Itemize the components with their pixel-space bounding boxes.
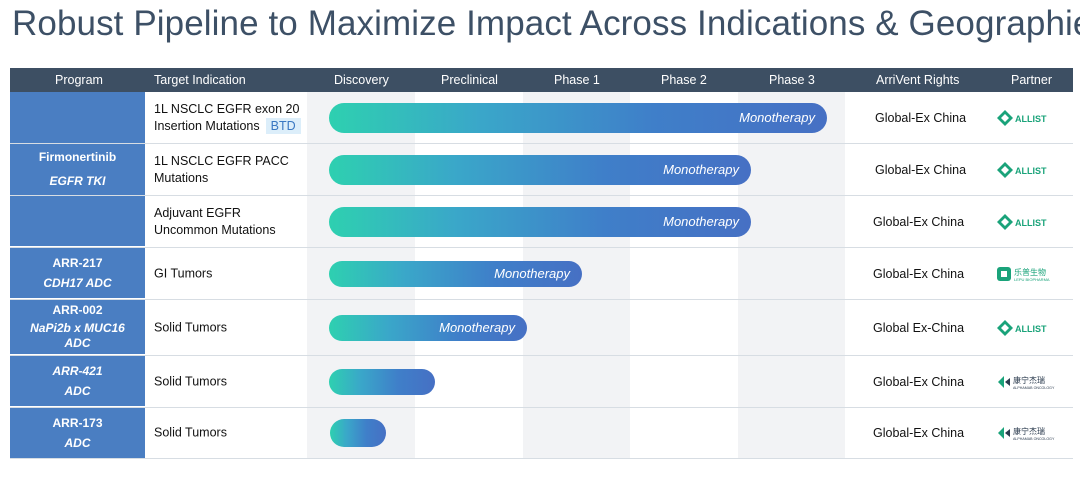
indication-line: Adjuvant EGFR	[154, 205, 241, 220]
header-partner: Partner	[1011, 73, 1052, 87]
partner-logo-lepu: 乐普生物 LEPU BIOPHARMA	[996, 265, 1058, 283]
program-type: EGFR TKI	[49, 174, 106, 188]
partner-text: ALLIST	[1015, 166, 1047, 176]
target-indication: Solid Tumors	[154, 425, 227, 440]
program-name: ARR-173	[52, 416, 103, 430]
table-row: 1L NSCLC EGFR PACC Mutations Monotherapy…	[10, 144, 1073, 196]
target-indication: Solid Tumors	[154, 320, 227, 334]
header-phase1: Phase 1	[554, 73, 600, 87]
bar-label: Monotherapy	[663, 161, 739, 177]
target-indication: Solid Tumors	[154, 374, 227, 388]
arrivent-rights: Global-Ex China	[873, 266, 965, 281]
indication-line: Mutations	[154, 170, 209, 185]
arrivent-rights: Global-Ex China	[873, 214, 965, 229]
header-rights: ArriVent Rights	[876, 73, 960, 87]
target-indication: Adjuvant EGFR Uncommon Mutations	[154, 205, 276, 239]
program-type: ADC	[64, 436, 91, 450]
partner-logo-allist: ALLIST	[996, 213, 1052, 231]
btd-badge: BTD	[265, 117, 301, 134]
bar-label: Monotherapy	[439, 319, 515, 335]
program-cell-arr002: ARR-002 NaPi2b x MUC16 ADC	[10, 300, 145, 354]
partner-logo-alphamab: 康宁杰瑞 ALPHAMAB ONCOLOGY	[996, 424, 1058, 442]
indication-text: Insertion Mutations	[154, 118, 260, 133]
progress-bar: Monotherapy	[329, 154, 751, 185]
program-name: ARR-217	[52, 256, 103, 270]
progress-bar	[330, 419, 386, 447]
partner-text: ALLIST	[1015, 324, 1047, 334]
partner-subtext: LEPU BIOPHARMA	[1014, 277, 1050, 282]
bar-label: Monotherapy	[663, 213, 739, 229]
header-target: Target Indication	[154, 73, 246, 87]
phase-column-phase2	[630, 92, 738, 458]
table-row: Solid Tumors Global-Ex China 康宁杰瑞 ALPHAMA…	[10, 408, 1073, 459]
table-row: Solid Tumors Global-Ex China 康宁杰瑞 ALPHAMA…	[10, 356, 1073, 408]
partner-text: 康宁杰瑞	[1013, 375, 1045, 385]
table-row: Adjuvant EGFR Uncommon Mutations Monothe…	[10, 196, 1073, 248]
program-type: ADC	[64, 384, 91, 398]
table-row: 1L NSCLC EGFR exon 20 Insertion Mutation…	[10, 92, 1073, 144]
partner-logo-allist: ALLIST	[996, 109, 1052, 127]
page-title: Robust Pipeline to Maximize Impact Acros…	[12, 4, 1080, 43]
program-cell-firmonertinib: Firmonertinib EGFR TKI	[10, 92, 145, 246]
header-program: Program	[55, 73, 103, 87]
program-type: CDH17 ADC	[43, 276, 112, 290]
partner-text: ALLIST	[1015, 218, 1047, 228]
partner-subtext: ALPHAMAB ONCOLOGY	[1013, 386, 1055, 390]
program-name: ARR-002	[52, 303, 103, 317]
arrivent-rights: Global-Ex China	[875, 110, 967, 125]
arrivent-rights: Global-Ex China	[875, 162, 967, 177]
partner-text: 乐普生物	[1014, 267, 1046, 277]
bar-label: Monotherapy	[494, 265, 570, 281]
progress-bar: Monotherapy	[329, 102, 827, 133]
progress-bar: Monotherapy	[329, 206, 751, 237]
table-row: Solid Tumors Monotherapy Global Ex-China…	[10, 300, 1073, 356]
phase-column-phase3	[738, 92, 845, 458]
indication-line: Insertion Mutations BTD	[154, 117, 301, 135]
partner-text: ALLIST	[1015, 114, 1047, 124]
header-phase3: Phase 3	[769, 73, 815, 87]
partner-text: 康宁杰瑞	[1013, 426, 1045, 436]
header-preclinical: Preclinical	[441, 73, 498, 87]
indication-line: Uncommon Mutations	[154, 222, 276, 237]
table-header: Program Target Indication Discovery Prec…	[10, 68, 1073, 92]
program-type: NaPi2b x MUC16 ADC	[30, 321, 125, 350]
partner-subtext: ALPHAMAB ONCOLOGY	[1013, 437, 1055, 441]
target-indication: GI Tumors	[154, 266, 213, 280]
table-row: GI Tumors Monotherapy Global-Ex China 乐普…	[10, 248, 1073, 300]
target-indication: 1L NSCLC EGFR PACC Mutations	[154, 153, 289, 187]
progress-bar: Monotherapy	[329, 314, 527, 341]
indication-line: 1L NSCLC EGFR PACC	[154, 153, 289, 168]
program-cell-arr173: ARR-173 ADC	[10, 408, 145, 458]
bar-label: Monotherapy	[739, 109, 815, 125]
header-discovery: Discovery	[334, 73, 389, 87]
program-name: Firmonertinib	[38, 150, 117, 164]
target-indication: 1L NSCLC EGFR exon 20 Insertion Mutation…	[154, 101, 301, 135]
program-cell-arr421: ARR-421 ADC	[10, 356, 145, 406]
progress-bar	[329, 368, 435, 395]
arrivent-rights: Global Ex-China	[873, 320, 965, 335]
partner-logo-allist: ALLIST	[996, 319, 1052, 337]
arrivent-rights: Global-Ex China	[873, 374, 965, 389]
partner-logo-allist: ALLIST	[996, 161, 1052, 179]
indication-line: 1L NSCLC EGFR exon 20	[154, 101, 300, 116]
arrivent-rights: Global-Ex China	[873, 426, 965, 440]
partner-logo-alphamab: 康宁杰瑞 ALPHAMAB ONCOLOGY	[996, 373, 1058, 391]
program-cell-arr217: ARR-217 CDH17 ADC	[10, 248, 145, 298]
progress-bar: Monotherapy	[329, 260, 582, 287]
header-phase2: Phase 2	[661, 73, 707, 87]
program-name: ARR-421	[52, 364, 103, 378]
